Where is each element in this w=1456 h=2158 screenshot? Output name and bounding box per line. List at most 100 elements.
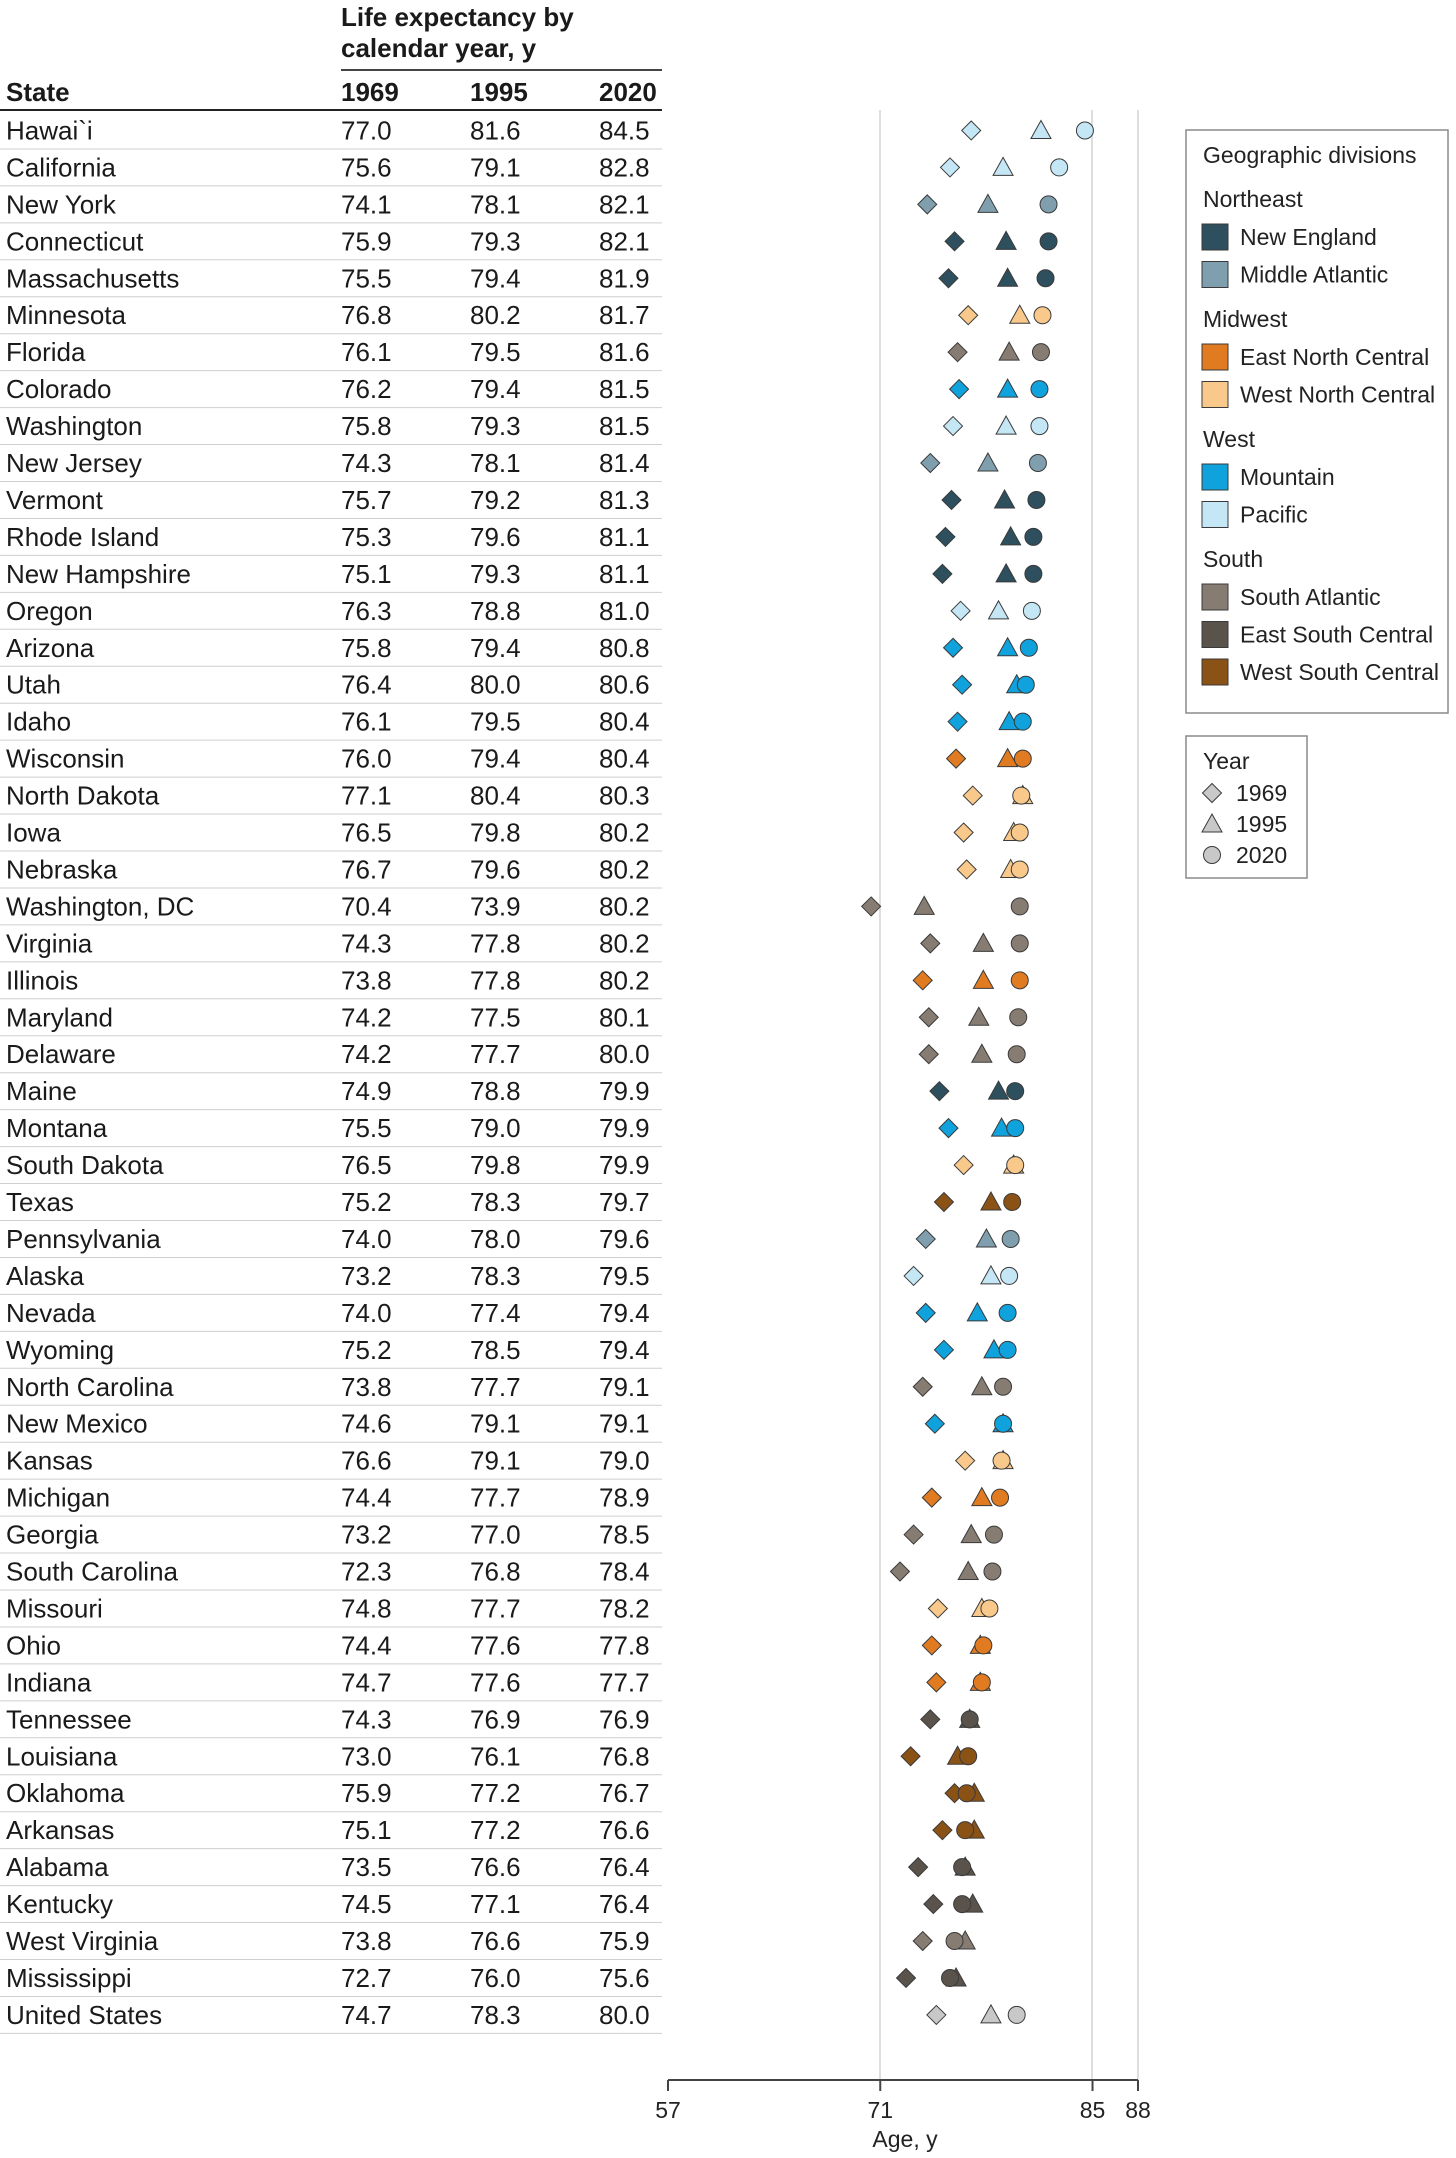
cell-1969: 74.6 <box>341 1409 392 1439</box>
markers-washington-dc <box>860 895 1029 917</box>
x-tick-label-57: 57 <box>655 2097 681 2123</box>
cell-1995: 77.8 <box>470 928 521 958</box>
markers-idaho <box>947 710 1032 732</box>
markers-texas <box>933 1190 1022 1213</box>
table-row-wisconsin: Wisconsin 76.0 79.4 80.4 <box>0 744 662 778</box>
marker-1969 <box>945 748 967 769</box>
cell-1995: 79.4 <box>470 744 521 774</box>
marker-1995 <box>987 599 1010 620</box>
cell-state: New Mexico <box>6 1409 148 1439</box>
table-row-connecticut: Connecticut 75.9 79.3 82.1 <box>0 226 662 261</box>
markers-arkansas <box>932 1819 986 1841</box>
marker-1969 <box>947 711 968 732</box>
cell-2020: 81.1 <box>599 522 650 552</box>
marker-1969 <box>948 378 970 400</box>
marker-1995 <box>957 1560 980 1581</box>
legend-region-west: West <box>1203 426 1256 452</box>
cell-state: Delaware <box>6 1039 116 1069</box>
cell-1969: 76.3 <box>341 596 392 626</box>
marker-1995 <box>977 193 999 213</box>
cell-state: Massachusetts <box>6 263 179 293</box>
cell-2020: 80.4 <box>599 744 650 774</box>
cell-2020: 80.2 <box>599 965 650 995</box>
markers-maine <box>929 1080 1025 1102</box>
marker-2020 <box>1006 1119 1025 1138</box>
marker-1969 <box>961 120 982 141</box>
table-row-massachusetts: Massachusetts 75.5 79.4 81.9 <box>0 263 662 298</box>
legend-swatch-middle-atlantic <box>1201 261 1229 288</box>
marker-1969 <box>956 859 977 880</box>
cell-2020: 78.2 <box>599 1593 650 1623</box>
cell-state: Missouri <box>6 1593 103 1623</box>
marker-2020 <box>1007 2005 1026 2024</box>
cell-1995: 79.1 <box>470 1409 521 1439</box>
marker-1969 <box>944 231 965 252</box>
cell-1995: 78.1 <box>470 448 521 478</box>
cell-2020: 79.1 <box>599 1372 650 1402</box>
cell-state: Alaska <box>6 1261 85 1291</box>
marker-1969 <box>903 1265 924 1287</box>
division-legend: Geographic divisions Northeast New Englan… <box>1185 129 1449 714</box>
table-row-michigan: Michigan 74.4 77.7 78.9 <box>0 1483 662 1517</box>
marker-1969 <box>918 1007 939 1028</box>
markers-connecticut <box>944 230 1058 252</box>
cell-state: Montana <box>6 1113 108 1143</box>
cell-1969: 76.5 <box>341 1150 392 1180</box>
marker-2020 <box>974 1636 993 1655</box>
markers-new-jersey <box>920 451 1047 474</box>
column-header-state: State <box>6 77 70 107</box>
cell-1995: 79.1 <box>470 1446 521 1476</box>
marker-2020 <box>1000 1266 1019 1285</box>
cell-state: Arkansas <box>6 1815 114 1845</box>
cell-2020: 80.0 <box>599 1039 650 1069</box>
cell-1995: 79.8 <box>470 818 521 848</box>
cell-2020: 75.6 <box>599 1963 650 1993</box>
cell-2020: 79.9 <box>599 1076 650 1106</box>
marker-1969 <box>903 1524 924 1545</box>
marker-2020 <box>972 1673 991 1692</box>
legend-swatch-east-north-central <box>1201 343 1229 371</box>
markers-colorado <box>948 378 1049 400</box>
year-legend-items: 1969 1995 2020 <box>1201 780 1287 868</box>
marker-2020 <box>957 1784 976 1803</box>
cell-1969: 75.1 <box>341 559 392 589</box>
legend-swatch-new-england <box>1201 223 1229 251</box>
marker-1969 <box>954 1450 976 1471</box>
markers-wisconsin <box>945 747 1032 769</box>
table-row-delaware: Delaware 74.2 77.7 80.0 <box>0 1039 662 1074</box>
marker-1969 <box>950 600 971 622</box>
table-title-line-1: Life expectancy by <box>341 2 574 32</box>
marker-2020 <box>1006 1082 1025 1101</box>
cell-2020: 81.6 <box>599 337 650 367</box>
cell-1969: 72.7 <box>341 1963 392 1993</box>
markers-pennsylvania <box>915 1227 1020 1250</box>
cell-state: Vermont <box>6 485 104 515</box>
marker-1969 <box>926 1672 947 1693</box>
cell-1995: 78.8 <box>470 596 521 626</box>
legend-label-east-north-central: East North Central <box>1240 344 1429 370</box>
cell-1969: 74.3 <box>341 448 392 478</box>
markers-iowa <box>953 821 1029 843</box>
cell-2020: 82.1 <box>599 189 650 219</box>
cell-state: South Carolina <box>6 1557 179 1587</box>
x-tick-label-85: 85 <box>1080 2097 1106 2123</box>
table-row-minnesota: Minnesota 76.8 80.2 81.7 <box>0 300 662 335</box>
cell-state: North Carolina <box>6 1372 174 1402</box>
cell-2020: 79.9 <box>599 1150 650 1180</box>
cell-state: United States <box>6 2000 162 2030</box>
cell-state: Illinois <box>6 965 78 995</box>
cell-1969: 74.2 <box>341 1002 392 1032</box>
table-row-texas: Texas 75.2 78.3 79.7 <box>0 1187 662 1221</box>
marker-2020 <box>956 1821 975 1840</box>
markers-nevada <box>915 1301 1017 1324</box>
cell-state: Kansas <box>6 1446 93 1476</box>
marker-1995 <box>1030 119 1052 139</box>
table-row-washington-dc: Washington, DC 70.4 73.9 80.2 <box>0 891 662 926</box>
markers-washington <box>942 415 1049 437</box>
cell-2020: 78.5 <box>599 1520 650 1550</box>
cell-1969: 75.9 <box>341 226 392 256</box>
marker-2020 <box>1028 454 1047 473</box>
cell-state: Rhode Island <box>6 522 159 552</box>
cell-2020: 81.1 <box>599 559 650 589</box>
marker-1969 <box>889 1561 911 1582</box>
